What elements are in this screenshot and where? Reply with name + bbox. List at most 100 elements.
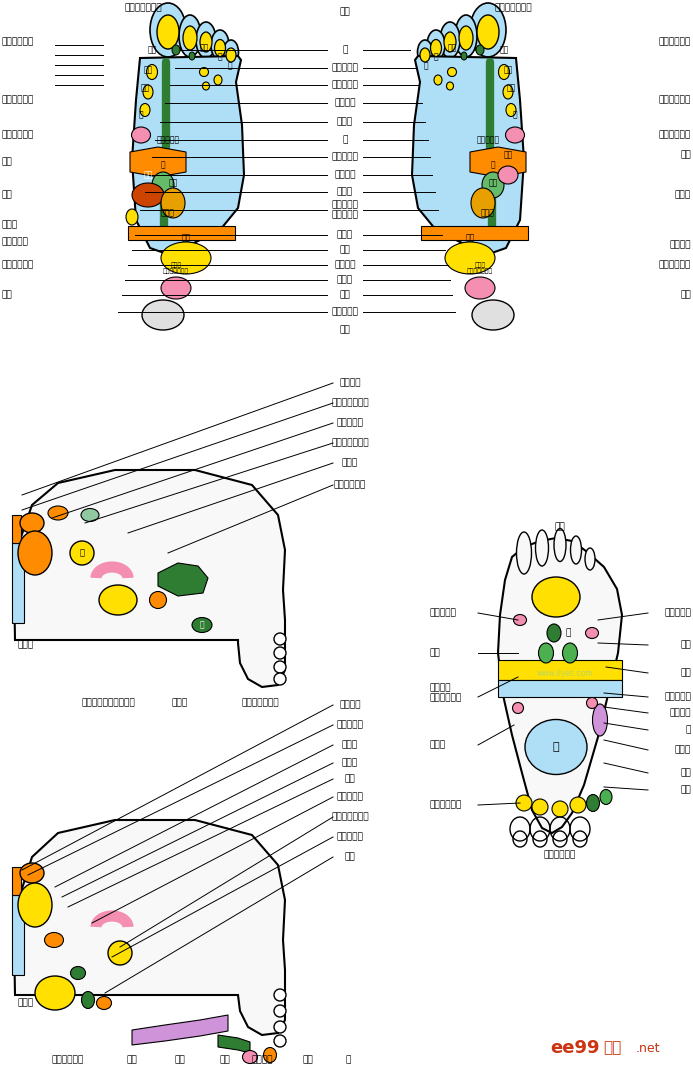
- Ellipse shape: [211, 30, 229, 60]
- Text: 髋关节、股关节: 髋关节、股关节: [331, 813, 369, 821]
- Ellipse shape: [189, 52, 195, 60]
- Polygon shape: [412, 56, 524, 255]
- Ellipse shape: [274, 648, 286, 659]
- Text: 外尾骨: 外尾骨: [18, 640, 34, 650]
- Text: 心脏: 心脏: [681, 150, 691, 160]
- Text: 头、颈淋巴腺: 头、颈淋巴腺: [430, 801, 462, 809]
- Text: 生殖腺
（睾丸、卵巢）: 生殖腺 （睾丸、卵巢）: [467, 262, 493, 274]
- Ellipse shape: [516, 532, 532, 574]
- Text: 头、颈淋巴腺: 头、颈淋巴腺: [659, 37, 691, 47]
- Text: 坐骨神经: 坐骨神经: [340, 701, 361, 709]
- Text: 横结肠: 横结肠: [481, 209, 495, 217]
- Text: 上颌: 上颌: [681, 786, 691, 794]
- Text: 升肠: 升肠: [2, 191, 12, 199]
- Text: 耳: 耳: [228, 62, 232, 70]
- Text: 额窦: 额窦: [500, 46, 509, 54]
- Ellipse shape: [585, 548, 595, 570]
- Ellipse shape: [44, 933, 64, 948]
- Ellipse shape: [448, 67, 457, 77]
- Ellipse shape: [161, 277, 191, 299]
- Text: 颊窦（腹腔）: 颊窦（腹腔）: [659, 96, 691, 104]
- Polygon shape: [132, 56, 244, 255]
- Text: 甲状旁腺: 甲状旁腺: [252, 1055, 273, 1065]
- Bar: [12, 867, 21, 895]
- Ellipse shape: [459, 26, 473, 50]
- Text: 颈椎: 颈椎: [303, 1055, 313, 1065]
- Ellipse shape: [183, 26, 197, 50]
- Ellipse shape: [18, 531, 52, 575]
- Text: 喉、气管: 喉、气管: [669, 708, 691, 718]
- Text: 膝: 膝: [80, 548, 85, 557]
- Ellipse shape: [20, 863, 44, 883]
- Text: 小脑、脑干: 小脑、脑干: [331, 81, 358, 89]
- Text: 膀胱: 膀胱: [175, 1055, 185, 1065]
- Ellipse shape: [96, 997, 112, 1010]
- Text: 腋窝（腋腔）: 腋窝（腋腔）: [334, 480, 366, 490]
- Polygon shape: [498, 679, 622, 697]
- Text: 肺、支气管: 肺、支气管: [477, 135, 500, 145]
- Ellipse shape: [440, 22, 460, 58]
- Ellipse shape: [274, 661, 286, 673]
- Text: 臀部: 臀部: [681, 291, 691, 299]
- Ellipse shape: [35, 976, 75, 1010]
- Text: 生殖腺（睾丸、卵巢）: 生殖腺（睾丸、卵巢）: [81, 699, 135, 707]
- Text: 颊窦: 颊窦: [507, 83, 516, 93]
- Ellipse shape: [132, 127, 150, 143]
- Ellipse shape: [498, 166, 518, 184]
- Ellipse shape: [20, 513, 44, 532]
- Text: 横结肠: 横结肠: [161, 209, 175, 217]
- Text: 颈: 颈: [685, 725, 691, 735]
- Text: 尿道、阴道: 尿道、阴道: [337, 833, 363, 841]
- Polygon shape: [218, 1035, 250, 1053]
- Ellipse shape: [563, 643, 577, 663]
- Ellipse shape: [465, 277, 495, 299]
- Text: 十二指肠: 十二指肠: [334, 261, 356, 269]
- Ellipse shape: [179, 15, 201, 58]
- Ellipse shape: [132, 183, 164, 207]
- Ellipse shape: [214, 75, 222, 85]
- Ellipse shape: [505, 127, 525, 143]
- Text: 肺、支气管: 肺、支气管: [157, 135, 179, 145]
- Text: 颈动脉: 颈动脉: [337, 117, 353, 127]
- Text: 腰椎: 腰椎: [344, 852, 356, 862]
- Text: 背部（上背）: 背部（上背）: [659, 131, 691, 140]
- Ellipse shape: [70, 541, 94, 566]
- Polygon shape: [498, 538, 622, 833]
- Text: 养生: 养生: [603, 1041, 621, 1055]
- Ellipse shape: [161, 189, 185, 218]
- Text: 鼻: 鼻: [345, 1055, 351, 1065]
- Text: 小肠: 小肠: [182, 233, 191, 243]
- Ellipse shape: [150, 3, 186, 58]
- Ellipse shape: [99, 585, 137, 615]
- Ellipse shape: [18, 883, 52, 927]
- Polygon shape: [132, 1015, 228, 1045]
- Ellipse shape: [586, 794, 599, 812]
- Text: 三叉神经、颞叶: 三叉神经、颞叶: [494, 3, 532, 13]
- Text: 肩: 肩: [200, 621, 204, 629]
- Ellipse shape: [513, 703, 523, 714]
- Text: 下身淋巴腺: 下身淋巴腺: [337, 792, 363, 802]
- Text: 目: 目: [218, 52, 222, 62]
- Ellipse shape: [126, 209, 138, 225]
- Text: 降结肠: 降结肠: [675, 191, 691, 199]
- Text: 腹腔神经丛
（太阳丛）: 腹腔神经丛 （太阳丛）: [331, 200, 358, 219]
- Text: 直肠、肛门: 直肠、肛门: [331, 308, 358, 316]
- Text: 三叉神经、颞叶: 三叉神经、颞叶: [124, 3, 161, 13]
- Text: 头（大脑）: 头（大脑）: [331, 64, 358, 72]
- Ellipse shape: [108, 941, 132, 965]
- Ellipse shape: [586, 627, 599, 639]
- Ellipse shape: [532, 577, 580, 617]
- Text: 胃: 胃: [161, 161, 166, 169]
- Text: 子宫、前列腺: 子宫、前列腺: [52, 1055, 84, 1065]
- Text: 内尾骨: 内尾骨: [18, 999, 34, 1007]
- Text: 头、颈淋巴腺: 头、颈淋巴腺: [544, 851, 576, 859]
- Ellipse shape: [600, 789, 612, 804]
- Ellipse shape: [525, 720, 587, 774]
- Bar: [12, 515, 21, 543]
- Text: 颊窦: 颊窦: [503, 66, 513, 75]
- Ellipse shape: [142, 300, 184, 330]
- Ellipse shape: [146, 65, 157, 80]
- Ellipse shape: [224, 40, 238, 64]
- Ellipse shape: [498, 65, 509, 80]
- Text: 脚背: 脚背: [554, 523, 565, 531]
